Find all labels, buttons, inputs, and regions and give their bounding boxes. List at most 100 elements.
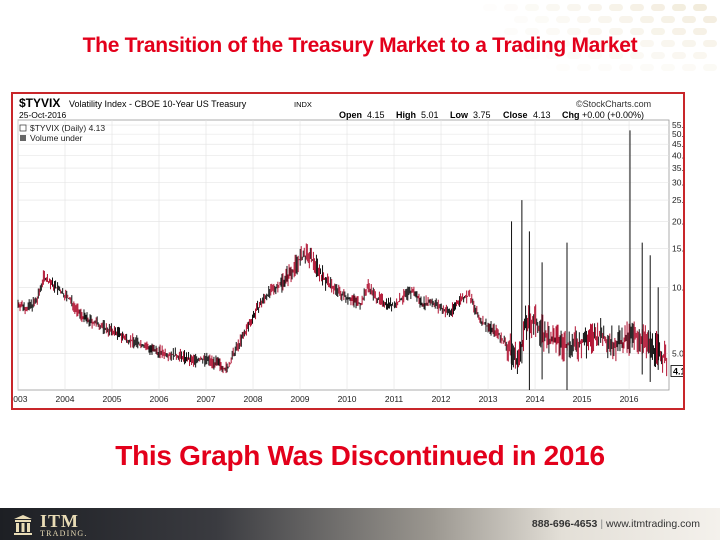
low-value: 3.75	[473, 110, 491, 120]
x-tick-label: 2012	[432, 394, 451, 404]
decorative-dot	[546, 52, 560, 59]
decorative-dot	[525, 4, 539, 11]
decorative-dot	[609, 28, 623, 35]
y-tick-label: 35.0	[672, 163, 683, 173]
legend-swatch-price	[19, 124, 27, 132]
decorative-dot	[682, 16, 696, 23]
decorative-dot	[525, 28, 539, 35]
decorative-dot	[682, 64, 696, 71]
decorative-dot	[567, 4, 581, 11]
decorative-dot	[598, 64, 612, 71]
decorative-dot	[672, 4, 686, 11]
low-label: Low	[450, 110, 469, 120]
x-tick-label: 2003	[13, 394, 28, 404]
legend-volume: Volume under	[30, 133, 83, 143]
decorative-dot-pattern	[420, 0, 720, 80]
decorative-dot	[703, 16, 717, 23]
decorative-dot	[609, 4, 623, 11]
decorative-dot	[577, 64, 591, 71]
x-tick-label: 2009	[291, 394, 310, 404]
pillar-logo-icon	[14, 515, 32, 535]
footer-bar: ITM TRADING. 888-696-4653 | www.itmtrading…	[0, 508, 720, 540]
close-value: 4.13	[533, 110, 551, 120]
open-label: Open	[339, 110, 362, 120]
y-tick-label: 40.0	[672, 150, 683, 160]
decorative-dot	[546, 4, 560, 11]
decorative-dot	[619, 40, 633, 47]
decorative-dot	[546, 28, 560, 35]
decorative-dot	[535, 40, 549, 47]
legend-swatch-volume	[20, 135, 26, 141]
y-tick-label: 10.0	[672, 282, 683, 292]
decorative-dot	[640, 40, 654, 47]
decorative-dot	[567, 28, 581, 35]
y-tick-label: 20.0	[672, 216, 683, 226]
discontinued-caption: This Graph Was Discontinued in 2016	[115, 440, 605, 471]
close-label: Close	[503, 110, 528, 120]
decorative-dot	[535, 16, 549, 23]
x-tick-label: 2015	[573, 394, 592, 404]
high-label: High	[396, 110, 416, 120]
decorative-dot	[556, 40, 570, 47]
ohlc-readout: Open 4.15 High 5.01 Low 3.75 Close 4.13 …	[339, 110, 644, 120]
decorative-dot	[588, 4, 602, 11]
y-tick-label: 25.0	[672, 195, 683, 205]
decorative-dot	[703, 64, 717, 71]
decorative-dot	[630, 52, 644, 59]
decorative-dot	[504, 28, 518, 35]
legend-price: $TYVIX (Daily) 4.13	[30, 123, 105, 133]
chg-value: +0.00 (+0.00%)	[582, 110, 644, 120]
website-link[interactable]: www.itmtrading.com	[606, 518, 700, 530]
decorative-dot	[556, 16, 570, 23]
x-tick-label: 2013	[479, 394, 498, 404]
chart-frame: 5.010.015.020.025.030.035.040.045.050.05…	[9, 92, 698, 410]
decorative-dot	[577, 40, 591, 47]
phone-number[interactable]: 888-696-4653	[531, 518, 598, 530]
chart-exchange: INDX	[294, 100, 312, 109]
itm-logo[interactable]: ITM TRADING.	[12, 511, 102, 538]
x-tick-label: 2010	[338, 394, 357, 404]
x-tick-label: 2004	[56, 394, 75, 404]
y-axis-ticks: 5.0 10.0 15.0 20.0 25.0 30.0 35.0 40.045.050.05…	[672, 120, 689, 358]
brand-subtitle: TRADING.	[40, 529, 88, 538]
brand-name: ITM	[40, 511, 79, 531]
decorative-dot	[640, 64, 654, 71]
decorative-dot	[598, 16, 612, 23]
chart-description: Volatility Index - CBOE 10-Year US Treas…	[69, 99, 247, 109]
decorative-dot	[556, 64, 570, 71]
decorative-dot	[514, 16, 528, 23]
decorative-dot	[630, 4, 644, 11]
decorative-dot	[504, 4, 518, 11]
y-tick-label: 30.0	[672, 178, 683, 188]
chart-source: ©StockCharts.com	[576, 99, 651, 109]
x-tick-label: 2005	[103, 394, 122, 404]
x-tick-label: 2016	[620, 394, 639, 404]
y-tick-label: 55.0	[672, 120, 683, 130]
decorative-dot	[651, 52, 665, 59]
open-value: 4.15	[367, 110, 385, 120]
decorative-dot	[577, 16, 591, 23]
x-axis-ticks: 2003 2004 2005 2006 2007 2008 2009 2010 2011 2012…	[9, 394, 639, 404]
decorative-dot	[672, 52, 686, 59]
chart-symbol: $TYVIX	[19, 96, 60, 110]
decorative-dot	[598, 40, 612, 47]
price-bars	[17, 130, 668, 390]
slide-title: The Transition of the Treasury Market to…	[82, 34, 638, 57]
decorative-dot	[619, 16, 633, 23]
y-tick-label: 5.0	[672, 348, 683, 358]
chart-legend: $TYVIX (Daily) 4.13 Volume under	[19, 123, 105, 143]
decorative-dot	[651, 4, 665, 11]
y-tick-label: 45.0	[672, 139, 683, 149]
chg-label: Chg	[562, 110, 580, 120]
decorative-dot	[661, 64, 675, 71]
decorative-dot	[640, 16, 654, 23]
decorative-dot	[514, 40, 528, 47]
x-tick-label: 2007	[197, 394, 216, 404]
decorative-dot	[672, 28, 686, 35]
decorative-dot	[682, 40, 696, 47]
decorative-dot	[693, 28, 707, 35]
decorative-dot	[651, 28, 665, 35]
x-tick-label: 2006	[150, 394, 169, 404]
volatility-chart: 5.010.015.020.025.030.035.040.045.050.05…	[9, 96, 698, 404]
y-tick-label: 50.0	[672, 129, 683, 139]
